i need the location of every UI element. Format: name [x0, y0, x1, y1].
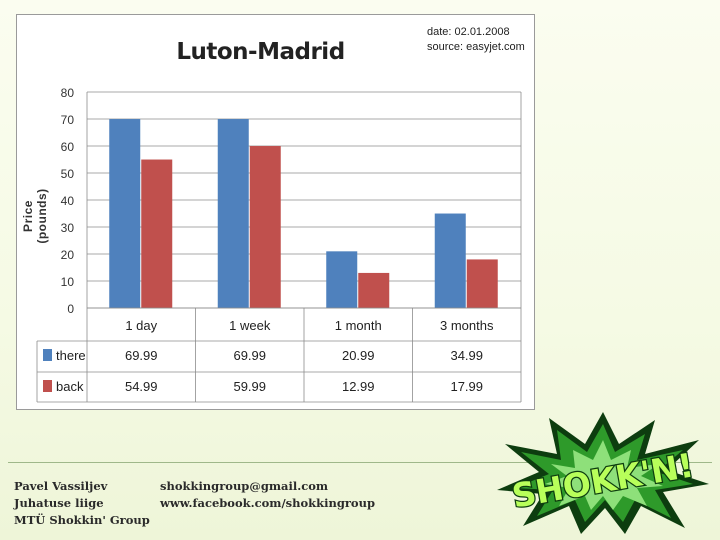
legend-key-there [43, 349, 52, 361]
x-category-label: 1 day [125, 318, 157, 333]
bar-there-2 [326, 251, 358, 308]
data-label: 17.99 [450, 379, 483, 394]
footer-contact-links: shokkingroup@gmail.com www.facebook.com/… [160, 478, 375, 512]
y-tick-label: 60 [61, 140, 75, 154]
bar-back-2 [358, 272, 390, 308]
y-tick-label: 40 [61, 194, 75, 208]
x-category-label: 1 week [229, 318, 271, 333]
bar-back-0 [141, 159, 173, 308]
legend-label-there: there [56, 348, 86, 363]
legend-label-back: back [56, 379, 84, 394]
data-label: 12.99 [342, 379, 375, 394]
data-label: 59.99 [233, 379, 266, 394]
data-label: 54.99 [125, 379, 158, 394]
y-tick-label: 70 [61, 113, 75, 127]
footer-name: Pavel Vassiljev [14, 479, 108, 493]
chart-panel: Luton-Madrid date: 02.01.2008 source: ea… [16, 14, 535, 410]
bar-there-3 [434, 213, 466, 308]
data-label: 69.99 [233, 348, 266, 363]
bar-there-0 [109, 119, 141, 308]
chart-meta: date: 02.01.2008 source: easyjet.com [427, 25, 525, 55]
footer-contact-name: Pavel Vassiljev Juhatuse liige MTÜ Shokk… [14, 478, 150, 529]
y-tick-label: 0 [67, 302, 74, 316]
bar-back-3 [466, 259, 498, 308]
bar-chart: 0 10 20 30 40 50 60 70 80 1 day 1 week 1 month 3 mon… [36, 86, 522, 403]
y-tick-label: 30 [61, 221, 75, 235]
shokkin-logo: SHOKK'N! [497, 412, 709, 534]
source-label: source: easyjet.com [427, 41, 525, 53]
y-tick-label: 50 [61, 167, 75, 181]
bar-there-1 [217, 119, 249, 308]
chart-title: Luton-Madrid [176, 39, 345, 65]
footer-role: Juhatuse liige [14, 496, 104, 510]
date-label: date: 02.01.2008 [427, 26, 510, 38]
footer-org: MTÜ Shokkin' Group [14, 513, 150, 527]
x-category-label: 3 months [440, 318, 494, 333]
y-tick-label: 20 [61, 248, 75, 262]
logo-burst-highlight [545, 440, 663, 510]
y-tick-label: 10 [61, 275, 75, 289]
bar-back-1 [249, 146, 281, 308]
y-tick-label: 80 [61, 86, 75, 100]
legend-key-back [43, 380, 52, 392]
footer-email: shokkingroup@gmail.com [160, 479, 329, 493]
footer-divider [8, 462, 712, 463]
x-category-label: 1 month [335, 318, 382, 333]
data-label: 20.99 [342, 348, 375, 363]
data-label: 34.99 [450, 348, 483, 363]
data-label: 69.99 [125, 348, 158, 363]
footer-facebook: www.facebook.com/shokkingroup [160, 496, 376, 510]
